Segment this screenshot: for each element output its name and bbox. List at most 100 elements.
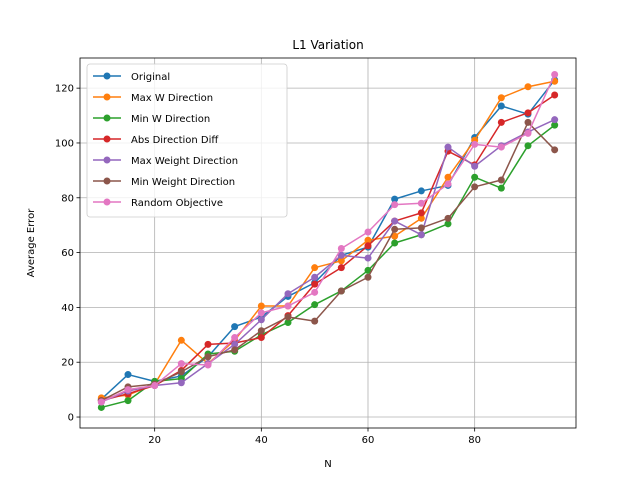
data-point (551, 121, 559, 129)
data-point (391, 217, 399, 225)
data-point (391, 201, 399, 209)
data-point (364, 273, 372, 281)
legend-label: Min Weight Direction (131, 177, 235, 188)
legend-marker (103, 72, 111, 80)
data-point (204, 361, 212, 369)
data-point (204, 353, 212, 361)
data-point (417, 209, 425, 217)
data-point (497, 94, 505, 102)
legend-marker (103, 135, 111, 143)
data-point (97, 403, 105, 411)
series-line (100, 121, 556, 402)
legend-label: Random Objective (131, 198, 223, 209)
legend-entry: Min Weight Direction (93, 177, 235, 188)
data-point (364, 228, 372, 236)
x-axis-label: N (324, 459, 331, 470)
y-tick-label: 0 (68, 413, 74, 424)
series-random-objective (97, 70, 559, 406)
data-point (471, 183, 479, 191)
data-point (204, 340, 212, 348)
data-point (497, 143, 505, 151)
data-point (231, 346, 239, 354)
data-point (551, 70, 559, 78)
data-point (444, 214, 452, 222)
legend-label: Original (131, 72, 170, 83)
data-point (471, 173, 479, 181)
data-point (337, 251, 345, 259)
data-point (391, 239, 399, 247)
data-point (417, 199, 425, 207)
data-point (231, 340, 239, 348)
data-point (551, 91, 559, 99)
data-point (311, 280, 319, 288)
legend-entry: Max W Direction (93, 93, 213, 104)
grid (80, 58, 576, 428)
data-point (497, 184, 505, 192)
data-point (311, 288, 319, 296)
data-point (391, 225, 399, 233)
legend-marker (103, 177, 111, 185)
legend-label: Abs Direction Diff (131, 135, 219, 146)
data-point (257, 334, 265, 342)
y-axis-label: Average Error (26, 208, 37, 278)
data-point (524, 83, 532, 91)
data-point (497, 102, 505, 110)
y-tick-label: 80 (61, 193, 74, 204)
data-point (311, 301, 319, 309)
legend-entry: Min W Direction (93, 114, 210, 125)
data-point (177, 360, 185, 368)
legend-marker (103, 114, 111, 122)
data-point (337, 287, 345, 295)
series-line (101, 74, 556, 403)
data-point (284, 318, 292, 326)
data-point (551, 146, 559, 154)
data-point (444, 173, 452, 181)
legend-marker (103, 198, 111, 206)
data-point (257, 316, 265, 324)
chart-title: L1 Variation (292, 38, 363, 52)
data-point (444, 220, 452, 228)
legend-entry: Abs Direction Diff (93, 135, 219, 146)
data-point (417, 231, 425, 239)
data-point (337, 264, 345, 272)
series-line (101, 124, 556, 409)
series-group (97, 70, 559, 411)
series-line (101, 118, 555, 403)
data-point (444, 180, 452, 188)
data-point (524, 129, 532, 137)
data-point (257, 302, 265, 310)
y-tick-label: 20 (61, 358, 74, 369)
data-point (417, 224, 425, 232)
data-point (257, 327, 265, 335)
data-point (471, 140, 479, 148)
legend-marker (103, 156, 111, 164)
plot-frame (79, 57, 577, 429)
legend-label: Max W Direction (131, 93, 213, 104)
data-point (471, 162, 479, 170)
data-point (124, 386, 132, 394)
data-point (231, 334, 239, 342)
data-point (284, 290, 292, 298)
data-point (524, 109, 532, 117)
y-tick-label: 60 (61, 248, 74, 259)
data-point (364, 236, 372, 244)
legend-entry: Random Objective (93, 198, 223, 209)
data-point (124, 371, 132, 379)
data-point (391, 195, 399, 203)
data-point (364, 266, 372, 274)
y-tick-label: 100 (55, 138, 74, 149)
axis-ticks: 20 40 60 80 0 20 40 60 80 100 120 (55, 84, 481, 446)
data-point (497, 176, 505, 184)
data-point (311, 317, 319, 325)
series-line (101, 80, 555, 399)
y-tick-label: 120 (55, 84, 74, 95)
data-point (311, 273, 319, 281)
data-point (177, 379, 185, 387)
x-tick-label: 80 (468, 435, 481, 446)
x-tick-label: 60 (362, 435, 375, 446)
data-point (231, 323, 239, 331)
data-point (337, 257, 345, 265)
data-point (151, 382, 159, 390)
data-point (417, 214, 425, 222)
